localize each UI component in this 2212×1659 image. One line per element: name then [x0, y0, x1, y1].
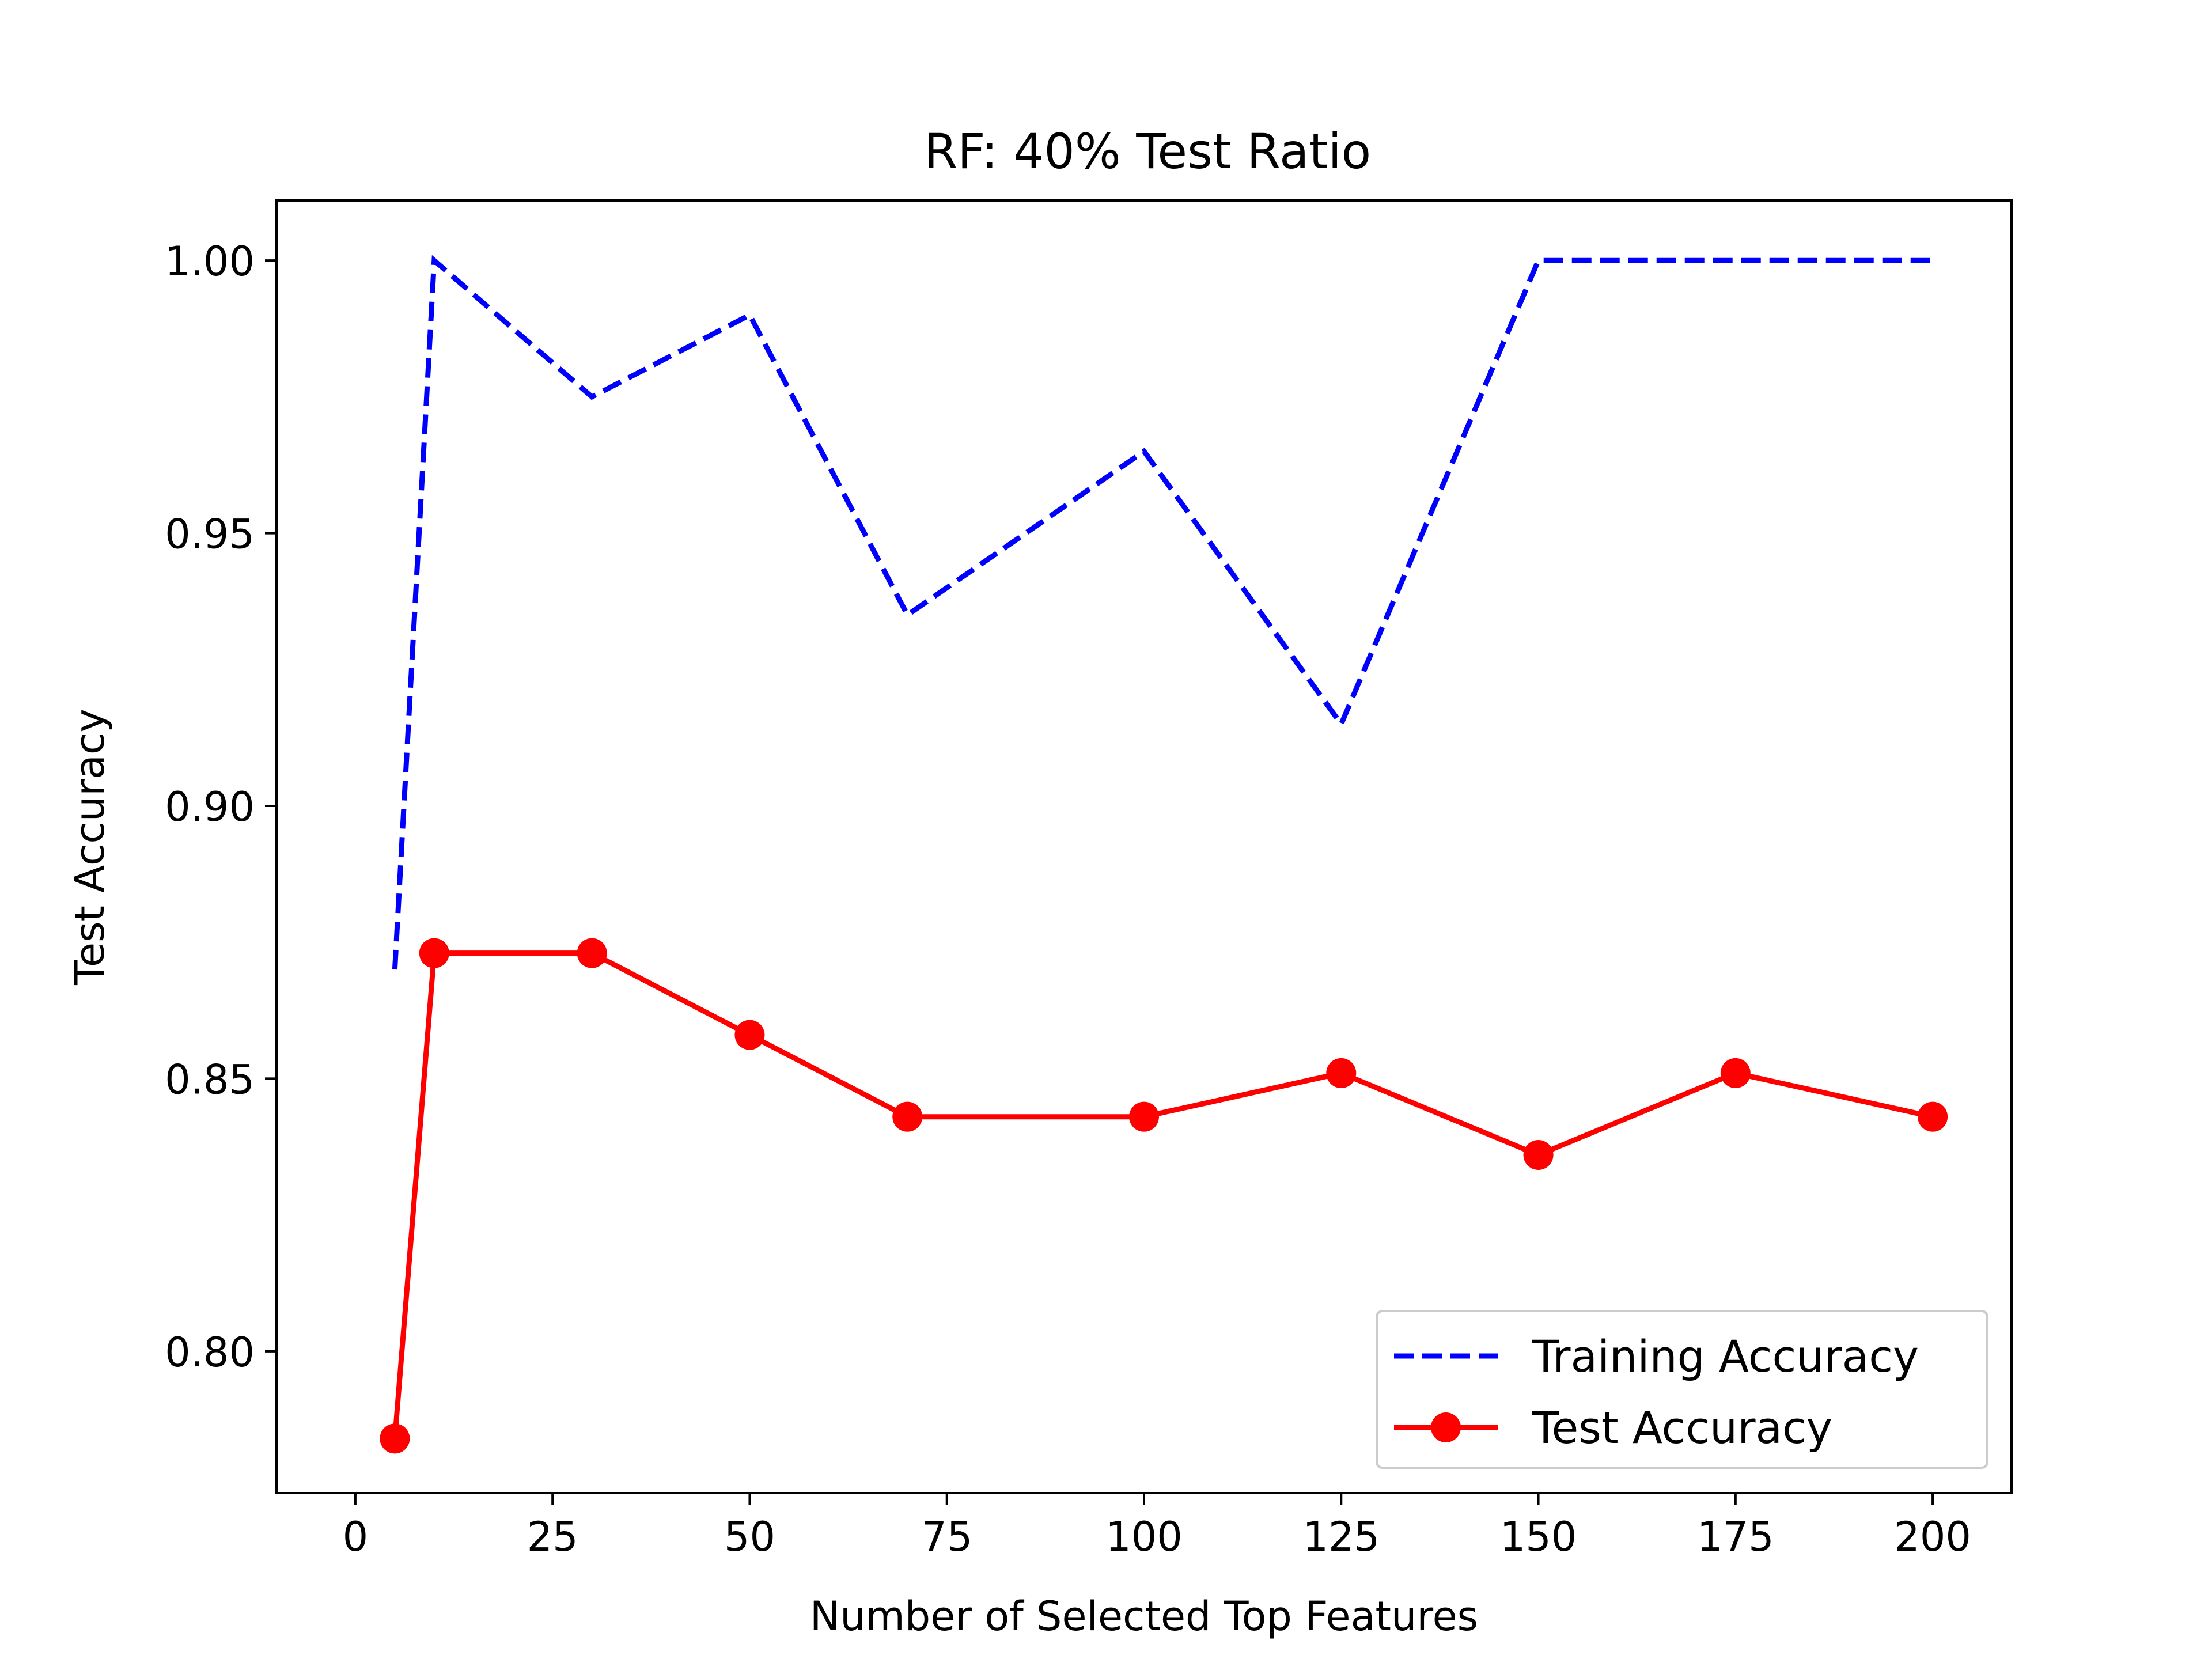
y-tick-label: 0.90	[165, 783, 255, 831]
series-point-1	[1326, 1058, 1357, 1088]
y-tick-label: 1.00	[165, 238, 255, 285]
series-point-1	[577, 938, 607, 968]
series-line-1	[392, 950, 1934, 1439]
legend-label: Training Accuracy	[1532, 1331, 1919, 1382]
x-tick-label: 50	[724, 1513, 775, 1560]
legend-entries: Training Accuracy Test Accuracy	[1394, 1331, 1919, 1453]
series-point-1	[1129, 1101, 1159, 1132]
series-point-1	[1523, 1139, 1554, 1170]
legend-marker	[1431, 1412, 1461, 1442]
x-tick-label: 25	[527, 1513, 578, 1560]
x-tick-label: 0	[343, 1513, 369, 1560]
y-axis-ticks: 0.80 0.85 0.90 0.95 1.00	[165, 238, 276, 1376]
x-tick-label: 125	[1302, 1513, 1380, 1560]
series-point-1	[1918, 1101, 1948, 1132]
y-tick-label: 0.80	[165, 1329, 255, 1376]
series-point-1	[734, 1020, 765, 1050]
series-point-1	[892, 1101, 923, 1132]
series-layer	[380, 255, 1948, 1454]
x-tick-label: 75	[921, 1513, 972, 1560]
legend-label: Test Accuracy	[1532, 1402, 1832, 1453]
x-tick-label: 175	[1697, 1513, 1774, 1560]
series-point-1	[1720, 1058, 1751, 1088]
legend-frame	[1376, 1310, 1988, 1469]
x-axis-label: Number of Selected Top Features	[810, 1593, 1478, 1640]
y-axis-label: Test Accuracy	[66, 709, 113, 986]
series-line-0	[392, 255, 1933, 970]
x-axis-ticks: 0 25 50 75 100 125 150 175 200	[343, 1493, 1971, 1560]
x-tick-label: 100	[1105, 1513, 1183, 1560]
series-point-1	[419, 938, 449, 968]
legend: Training Accuracy Test Accuracy	[1376, 1310, 1988, 1469]
y-tick-label: 0.95	[165, 511, 255, 558]
x-tick-label: 200	[1894, 1513, 1971, 1560]
chart-title: RF: 40% Test Ratio	[924, 123, 1371, 180]
series-point-1	[380, 1423, 410, 1454]
x-tick-label: 150	[1500, 1513, 1577, 1560]
y-tick-label: 0.85	[165, 1056, 255, 1103]
